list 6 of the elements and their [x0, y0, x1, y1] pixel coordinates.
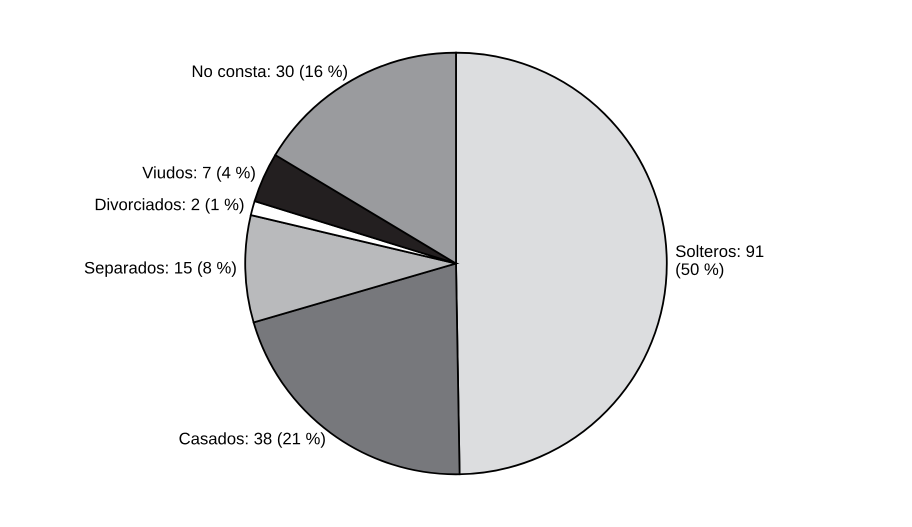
slice-label: Viudos: 7 (4 %) — [142, 166, 255, 182]
slice-label: No consta: 30 (16 %) — [192, 64, 347, 80]
slice-label: Solteros: 91 (50 %) — [676, 244, 764, 278]
slice-label: Casados: 38 (21 %) — [179, 432, 325, 448]
slice-label: Separados: 15 (8 %) — [84, 261, 236, 277]
slice-label: Divorciados: 2 (1 %) — [96, 198, 244, 214]
